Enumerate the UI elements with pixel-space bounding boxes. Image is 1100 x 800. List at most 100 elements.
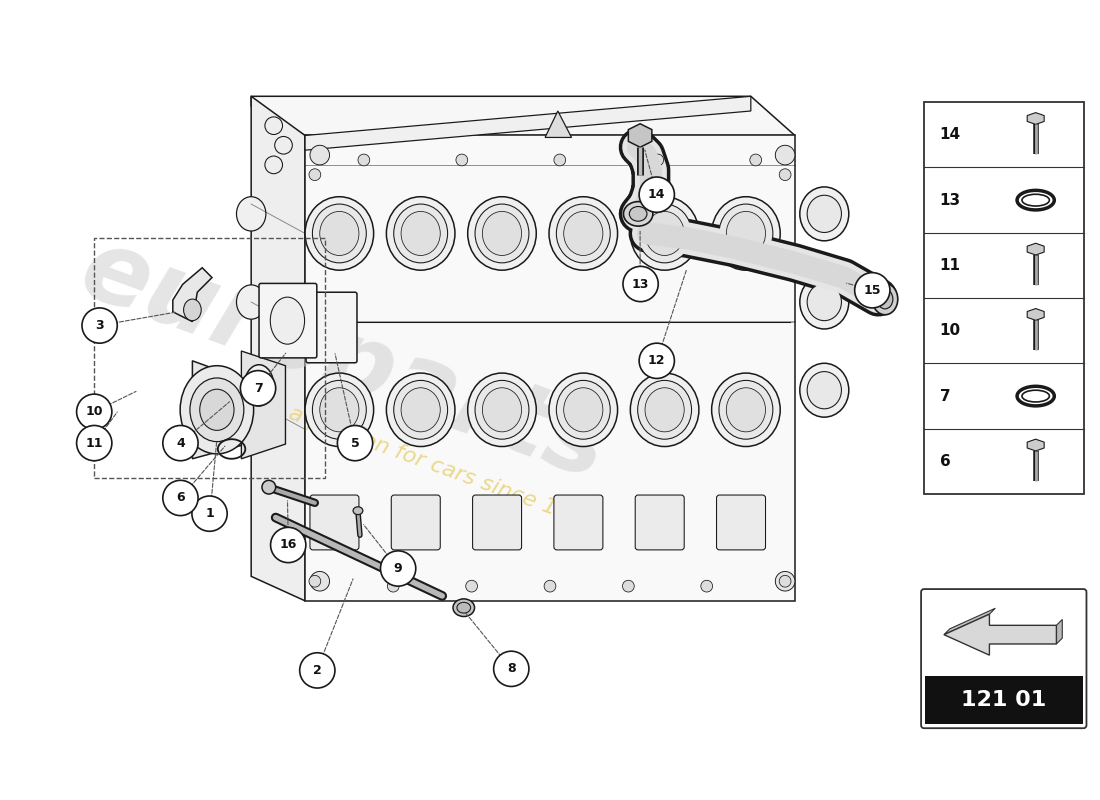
Text: 10: 10 (86, 406, 103, 418)
Ellipse shape (712, 373, 780, 446)
Polygon shape (241, 351, 286, 458)
Ellipse shape (180, 366, 254, 454)
Ellipse shape (726, 388, 766, 432)
Text: 7: 7 (939, 389, 950, 403)
Text: 13: 13 (631, 278, 649, 290)
FancyBboxPatch shape (473, 495, 521, 550)
Ellipse shape (262, 480, 276, 494)
Ellipse shape (712, 197, 780, 270)
Circle shape (465, 580, 477, 592)
Ellipse shape (800, 275, 849, 329)
Ellipse shape (719, 204, 773, 263)
Ellipse shape (549, 373, 617, 446)
Text: 6: 6 (939, 454, 950, 469)
Circle shape (241, 370, 276, 406)
Circle shape (779, 575, 791, 587)
Ellipse shape (645, 211, 684, 255)
Ellipse shape (563, 388, 603, 432)
Ellipse shape (468, 197, 537, 270)
Ellipse shape (1022, 390, 1049, 402)
Polygon shape (1056, 619, 1063, 644)
Polygon shape (944, 608, 996, 634)
Circle shape (310, 146, 330, 165)
Circle shape (455, 154, 468, 166)
Ellipse shape (483, 211, 521, 255)
Polygon shape (305, 96, 751, 150)
Circle shape (554, 154, 565, 166)
Ellipse shape (320, 388, 359, 432)
Circle shape (750, 154, 761, 166)
Ellipse shape (807, 371, 842, 409)
Circle shape (163, 480, 198, 516)
Text: 121 01: 121 01 (961, 690, 1046, 710)
Ellipse shape (305, 197, 374, 270)
Ellipse shape (184, 299, 201, 321)
Ellipse shape (386, 197, 455, 270)
Text: 2: 2 (312, 664, 321, 677)
Text: 11: 11 (86, 437, 103, 450)
Ellipse shape (394, 381, 448, 439)
Circle shape (779, 169, 791, 181)
Ellipse shape (807, 283, 842, 321)
Ellipse shape (1022, 194, 1049, 206)
Text: 16: 16 (279, 538, 297, 551)
Circle shape (310, 571, 330, 591)
Circle shape (163, 426, 198, 461)
Polygon shape (1027, 113, 1044, 124)
Ellipse shape (190, 378, 244, 442)
Ellipse shape (638, 204, 692, 263)
Circle shape (387, 580, 399, 592)
Text: 13: 13 (939, 193, 960, 208)
FancyBboxPatch shape (392, 495, 440, 550)
Text: 10: 10 (939, 323, 960, 338)
FancyBboxPatch shape (716, 495, 766, 550)
Ellipse shape (468, 373, 537, 446)
Circle shape (623, 266, 658, 302)
Circle shape (271, 527, 306, 562)
Polygon shape (1027, 309, 1044, 320)
Circle shape (82, 308, 118, 343)
Text: 11: 11 (939, 258, 960, 273)
Ellipse shape (726, 211, 766, 255)
FancyBboxPatch shape (258, 283, 317, 358)
Ellipse shape (402, 388, 440, 432)
Ellipse shape (453, 599, 474, 617)
Ellipse shape (563, 211, 603, 255)
Circle shape (639, 177, 674, 212)
Circle shape (309, 575, 321, 587)
Circle shape (191, 496, 228, 531)
Ellipse shape (312, 381, 366, 439)
Ellipse shape (800, 187, 849, 241)
Ellipse shape (236, 373, 266, 407)
Polygon shape (251, 96, 305, 601)
Polygon shape (546, 111, 572, 138)
FancyBboxPatch shape (924, 102, 1084, 494)
Circle shape (776, 146, 795, 165)
Polygon shape (305, 135, 795, 601)
FancyBboxPatch shape (921, 589, 1087, 728)
Circle shape (358, 154, 370, 166)
Ellipse shape (250, 370, 268, 400)
Ellipse shape (265, 156, 283, 174)
Ellipse shape (265, 117, 283, 134)
Ellipse shape (200, 390, 234, 430)
Circle shape (701, 580, 713, 592)
Ellipse shape (305, 373, 374, 446)
Ellipse shape (557, 204, 611, 263)
Polygon shape (944, 614, 1056, 655)
Ellipse shape (872, 283, 898, 314)
FancyBboxPatch shape (310, 495, 359, 550)
Text: 14: 14 (648, 188, 666, 201)
Circle shape (338, 426, 373, 461)
Text: 15: 15 (864, 284, 881, 297)
Ellipse shape (386, 373, 455, 446)
Circle shape (776, 571, 795, 591)
Ellipse shape (456, 602, 471, 613)
Ellipse shape (475, 204, 529, 263)
Ellipse shape (394, 204, 448, 263)
Ellipse shape (629, 206, 647, 222)
Circle shape (639, 343, 674, 378)
Polygon shape (1027, 439, 1044, 451)
Circle shape (623, 580, 635, 592)
Polygon shape (192, 361, 246, 458)
